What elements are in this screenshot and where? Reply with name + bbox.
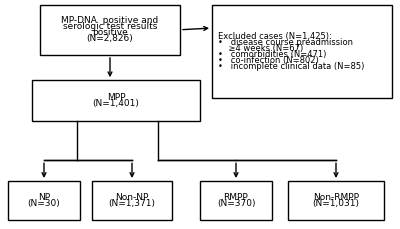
- FancyBboxPatch shape: [40, 5, 180, 55]
- Text: (N=2,826): (N=2,826): [87, 34, 133, 43]
- Text: (N=1,401): (N=1,401): [92, 99, 140, 108]
- Text: •   comorbidities (N=471): • comorbidities (N=471): [218, 50, 326, 59]
- FancyBboxPatch shape: [200, 181, 272, 220]
- Text: (N=30): (N=30): [28, 199, 60, 208]
- Text: •   disease course preadmission: • disease course preadmission: [218, 38, 353, 47]
- Text: (N=370): (N=370): [217, 199, 255, 208]
- Text: Non-NP: Non-NP: [115, 193, 149, 202]
- Text: (N=1,031): (N=1,031): [312, 199, 360, 208]
- Text: Non-RMPP: Non-RMPP: [313, 193, 359, 202]
- Text: serologic test results: serologic test results: [63, 22, 157, 31]
- Text: RMPP: RMPP: [224, 193, 248, 202]
- Text: positive: positive: [92, 28, 128, 37]
- Text: NP: NP: [38, 193, 50, 202]
- FancyBboxPatch shape: [288, 181, 384, 220]
- Text: •   co-infection (N=802): • co-infection (N=802): [218, 56, 319, 65]
- FancyBboxPatch shape: [8, 181, 80, 220]
- Text: MPP: MPP: [107, 93, 125, 102]
- FancyBboxPatch shape: [212, 5, 392, 98]
- Text: (N=1,371): (N=1,371): [108, 199, 156, 208]
- Text: MP-DNA  positive and: MP-DNA positive and: [61, 16, 159, 25]
- Text: ≥4 weeks (N=67): ≥4 weeks (N=67): [218, 44, 303, 53]
- FancyBboxPatch shape: [32, 80, 200, 121]
- Text: •   incomplete clinical data (N=85): • incomplete clinical data (N=85): [218, 62, 364, 71]
- FancyBboxPatch shape: [92, 181, 172, 220]
- Text: Excluded cases (N=1,425):: Excluded cases (N=1,425):: [218, 32, 332, 41]
